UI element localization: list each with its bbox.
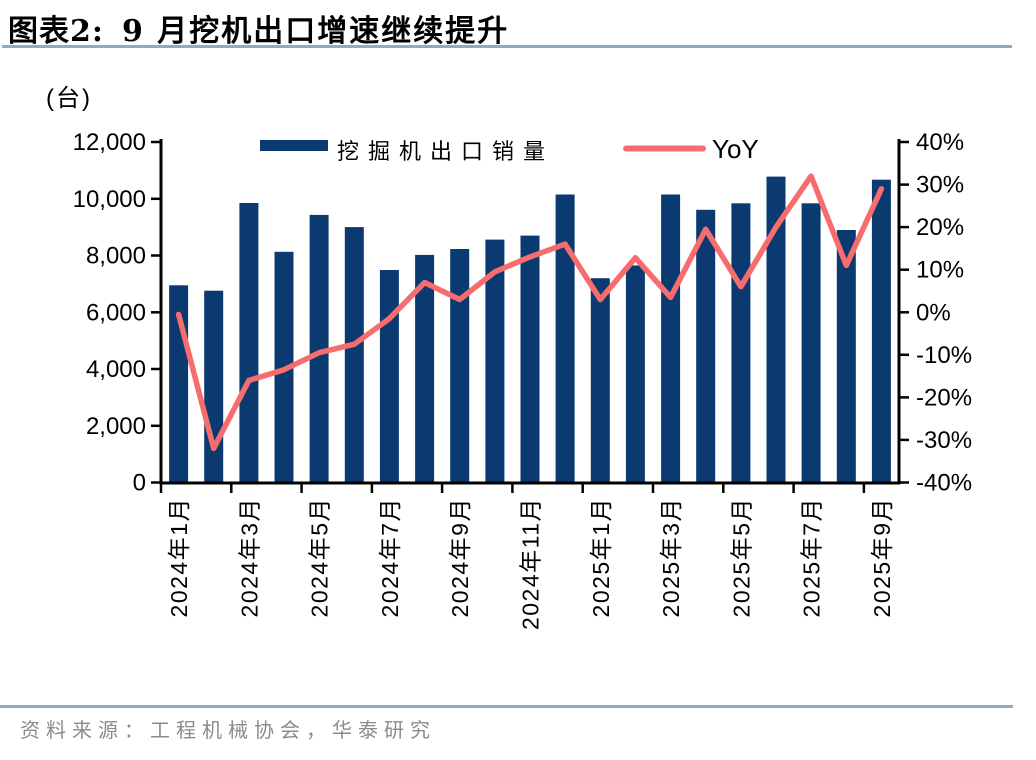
bar-2025年6月	[766, 176, 786, 484]
x-axis-tick-label: 2025年5月	[728, 497, 754, 617]
bar-2024年10月	[485, 239, 505, 484]
bar-2024年2月	[204, 290, 224, 484]
legend-bar-label: 挖掘机出口销量	[337, 139, 554, 164]
yoy-line	[175, 173, 885, 452]
right-axis-tick-label: 40%	[916, 129, 964, 156]
bar-2024年9月	[450, 249, 470, 484]
right-axis-tick-label: 10%	[916, 257, 964, 284]
bar-2025年8月	[836, 230, 856, 484]
left-axis-tick-label: 4,000	[86, 356, 146, 383]
bar-2024年8月	[415, 254, 435, 484]
x-axis-tick-label: 2025年1月	[588, 497, 614, 617]
left-axis-tick-label: 6,000	[86, 299, 146, 326]
bar-2025年4月	[696, 209, 716, 484]
right-axis-tick-label: -40%	[916, 470, 972, 497]
right-axis-tick-label: -30%	[916, 427, 972, 454]
x-axis-tick-label: 2024年11月	[518, 497, 544, 630]
figure-header: 图表2: 9 月挖机出口增速继续提升	[8, 6, 509, 50]
figure-title: 9 月挖机出口增速继续提升	[121, 14, 510, 49]
legend-bar-swatch	[260, 140, 328, 151]
right-axis-tick-label: 20%	[916, 214, 964, 241]
left-axis-unit-label: (台)	[46, 85, 92, 112]
bar-2025年9月	[871, 179, 891, 484]
left-axis-tick-label: 2,000	[86, 413, 146, 440]
source-note: 资料来源：工程机械协会，华泰研究	[20, 718, 436, 742]
bar-2025年3月	[661, 194, 681, 484]
bar-2025年1月	[590, 278, 610, 484]
x-axis-tick-label: 2025年7月	[799, 497, 825, 617]
right-axis-tick-label: -20%	[916, 384, 972, 411]
bar-2025年7月	[801, 203, 821, 484]
bar-2024年6月	[344, 227, 364, 484]
bar-2024年7月	[379, 270, 399, 484]
bar-2025年2月	[625, 265, 645, 484]
left-axis-tick-label: 0	[133, 470, 146, 497]
x-axis-tick-label: 2025年9月	[869, 497, 895, 617]
x-axis-tick-label: 2024年1月	[166, 497, 192, 617]
right-axis-tick-label: 0%	[916, 299, 951, 326]
left-axis-tick-label: 8,000	[86, 243, 146, 270]
figure-tag: 图表2:	[8, 14, 104, 49]
x-axis-tick-label: 2024年3月	[236, 497, 262, 617]
x-axis-tick-label: 2024年7月	[377, 497, 403, 617]
left-axis-tick-label: 10,000	[73, 186, 146, 213]
left-axis-tick-label: 12,000	[73, 129, 146, 156]
title-rule	[2, 45, 1012, 48]
x-axis-tick-label: 2024年9月	[447, 497, 473, 617]
x-axis-tick-label: 2024年5月	[307, 497, 333, 617]
bar-2025年5月	[731, 203, 751, 484]
footer-rule	[0, 705, 1013, 708]
bar-2024年11月	[520, 235, 540, 484]
right-axis-tick-label: -10%	[916, 342, 972, 369]
bar-2024年5月	[309, 214, 329, 484]
right-axis-tick-label: 30%	[916, 172, 964, 199]
bar-2024年12月	[555, 194, 575, 484]
x-axis-tick-label: 2025年3月	[658, 497, 684, 617]
legend-line-label: YoY	[712, 134, 759, 164]
bar-2024年3月	[239, 203, 259, 484]
